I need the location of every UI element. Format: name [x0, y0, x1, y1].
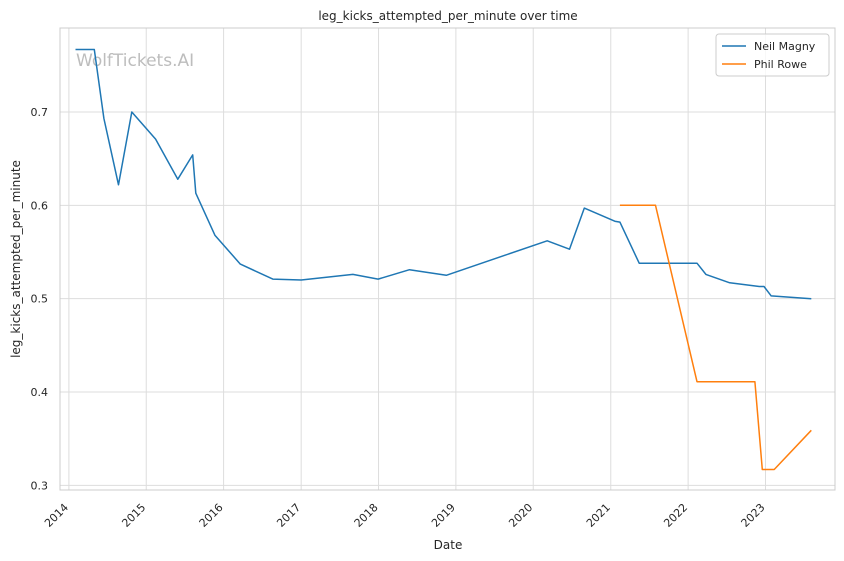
x-axis-label: Date	[434, 538, 463, 552]
y-axis-label: leg_kicks_attempted_per_minute	[9, 160, 23, 358]
y-tick-label: 0.4	[31, 386, 49, 399]
legend-frame	[715, 33, 830, 77]
series-line-neil-magny	[75, 48, 812, 300]
legend-label-phil-rowe: Phil Rowe	[754, 58, 807, 71]
chart-title: leg_kicks_attempted_per_minute over time	[318, 9, 577, 23]
series-layer	[75, 48, 812, 471]
y-tick-labels: 0.3 0.4 0.5 0.6 0.7	[31, 106, 49, 492]
y-tick-label: 0.7	[31, 106, 49, 119]
legend: Neil Magny Phil Rowe	[715, 33, 830, 77]
y-tick-label: 0.3	[31, 479, 49, 492]
legend-label-neil-magny: Neil Magny	[754, 40, 816, 53]
plot-area-frame	[59, 27, 836, 491]
grid-lines	[60, 28, 835, 490]
series-line-phil-rowe	[619, 204, 812, 471]
y-tick-label: 0.5	[31, 293, 49, 306]
y-tick-label: 0.6	[31, 199, 49, 212]
watermark: WolfTickets.AI	[76, 51, 194, 71]
